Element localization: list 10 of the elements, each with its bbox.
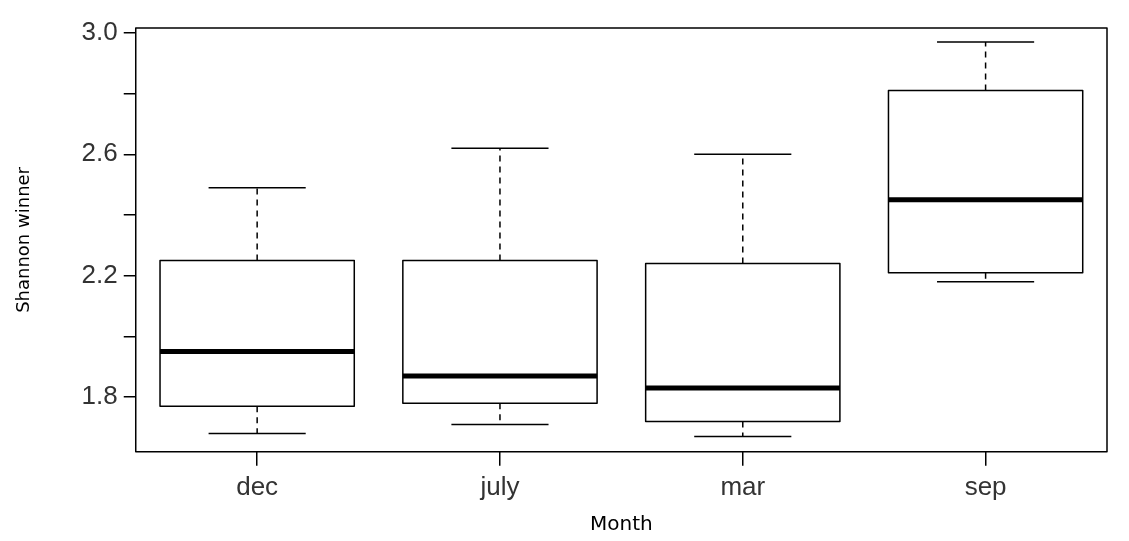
- y-tick-label: 2.2: [81, 258, 118, 289]
- x-tick-label: sep: [964, 470, 1007, 501]
- y-tick-label: 1.8: [81, 380, 118, 411]
- y-axis-title: Shannon winner: [12, 166, 34, 313]
- x-tick-label: mar: [720, 470, 766, 501]
- x-tick-label: dec: [236, 470, 279, 501]
- x-tick-label: july: [479, 470, 520, 501]
- y-tick-label: 2.6: [81, 137, 118, 168]
- y-tick-label: 3.0: [81, 16, 118, 47]
- x-axis-title: Month: [590, 511, 653, 536]
